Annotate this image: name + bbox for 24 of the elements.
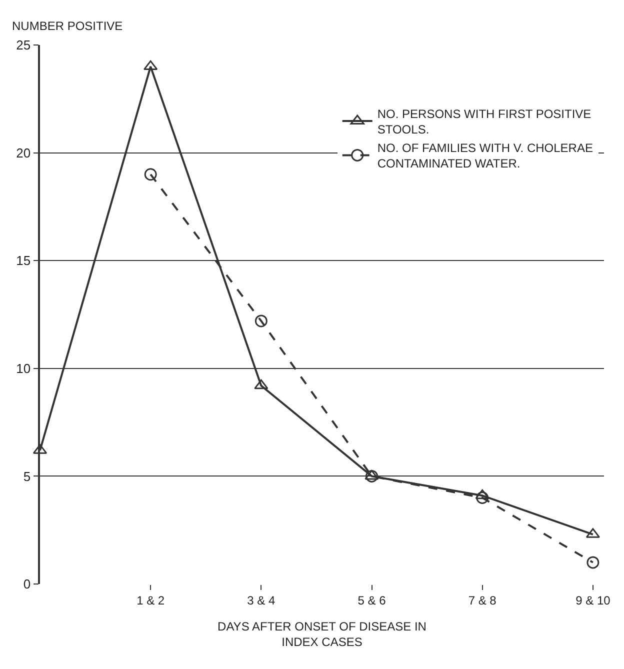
point: [144, 168, 157, 181]
y-tick-label: 10: [16, 360, 31, 376]
point: [254, 379, 268, 390]
x-axis-title: DAYS AFTER ONSET OF DISEASE IN INDEX CASES: [218, 619, 426, 649]
legend-label: NO. OF FAMILIES WITH V. CHOLERAE CONTAMINATED WATER.: [377, 141, 593, 171]
point: [475, 489, 490, 500]
y-tick-label: 25: [16, 38, 31, 53]
point: [364, 470, 379, 480]
point: [143, 60, 158, 70]
y-tick-label: 15: [16, 253, 31, 268]
y-tick-label: 0: [23, 576, 31, 592]
y-tick-label: 20: [16, 145, 31, 160]
y-tick-label: 5: [23, 468, 31, 484]
x-tick-label: 3 & 4: [247, 593, 276, 608]
y-axis-title: NUMBER POSITIVE: [12, 19, 123, 33]
point: [586, 556, 600, 569]
x-tick-label: 7 & 8: [468, 593, 497, 608]
x-tick-label: 1 & 2: [136, 593, 165, 608]
legend-label: NO. PERSONS WITH FIRST POSITIVE STOOLS.: [377, 106, 592, 136]
point: [254, 314, 268, 328]
x-tick-label: 9 & 10: [576, 593, 611, 608]
x-tick-label: 5 & 6: [358, 593, 386, 608]
point: [476, 492, 489, 504]
point: [366, 470, 378, 482]
